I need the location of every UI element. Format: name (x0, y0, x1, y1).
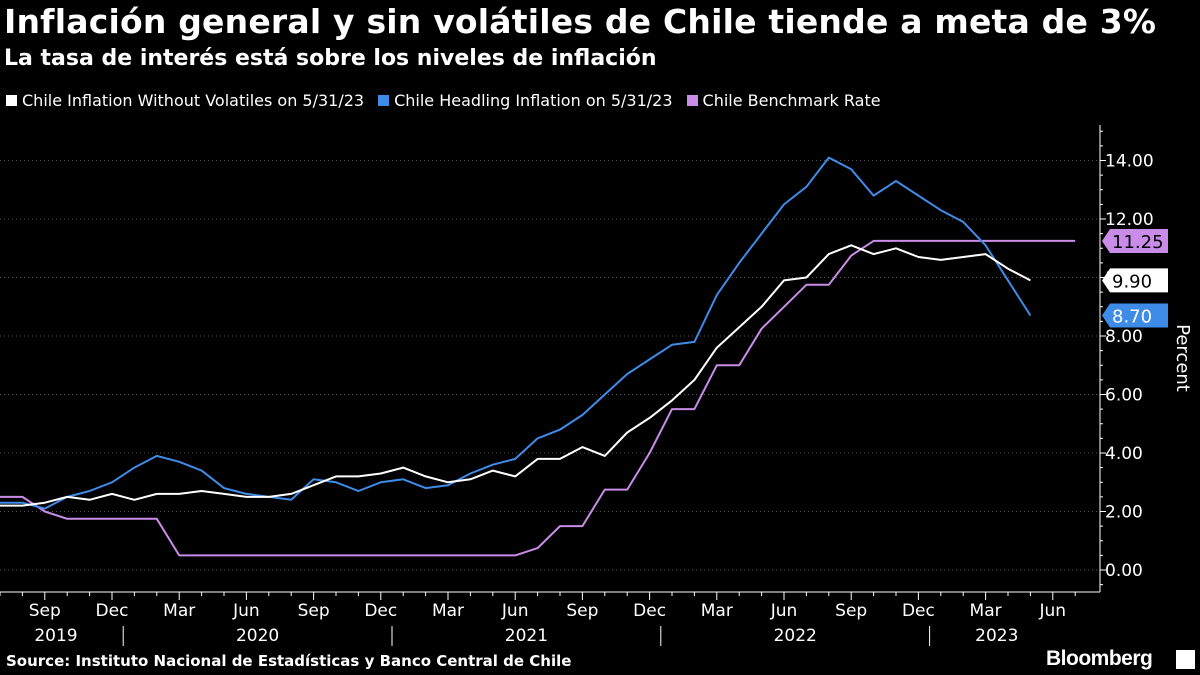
legend-label-core: Chile Inflation Without Volatiles on 5/3… (22, 91, 365, 110)
last-value-labels: 9.90 8.70 11.25 (1102, 228, 1168, 328)
x-tick-label: Mar (163, 601, 195, 621)
chart-title: Inflación general y sin volátiles de Chi… (4, 2, 1157, 41)
legend-label-rate: Chile Benchmark Rate (702, 91, 881, 110)
x-tick-label: Dec (364, 601, 397, 621)
x-tick-label: Sep (29, 601, 61, 621)
x-tick-label: Mar (432, 601, 464, 621)
bloomberg-logo: Bloomberg (1046, 647, 1153, 670)
x-tick-label: Dec (633, 601, 666, 621)
x-tick-label: Sep (566, 601, 598, 621)
y-tick-label: 14.00 (1105, 152, 1154, 172)
last-value-label-2: 11.25 (1112, 232, 1164, 253)
x-year-label: 2021 (505, 626, 548, 646)
legend-label-headline: Chile Headling Inflation on 5/31/23 (394, 91, 673, 110)
x-tick-label: Jun (232, 601, 260, 621)
last-value-tag-2 (1102, 228, 1168, 253)
legend: Chile Inflation Without Volatiles on 5/3… (6, 91, 881, 110)
last-value-tag-1 (1102, 303, 1168, 328)
y-tick-label: 2.00 (1105, 503, 1143, 523)
chart-subtitle: La tasa de interés está sobre los nivele… (4, 46, 657, 71)
series-lines (0, 156, 1076, 557)
series-line-1 (0, 156, 1032, 510)
x-tick-label: Jun (770, 601, 798, 621)
legend-swatch-core (6, 95, 17, 106)
x-tick-label: Dec (902, 601, 935, 621)
x-tick-label: Jun (501, 601, 529, 621)
x-tick-label: Sep (298, 601, 330, 621)
x-tick-label: Jun (1039, 601, 1067, 621)
x-tick-label: Mar (701, 601, 733, 621)
y-tick-label: 12.00 (1105, 210, 1154, 230)
x-axis: Sep Dec Mar Jun Sep Dec Mar Jun Sep Dec Mar Jun Sep D… (0, 591, 1100, 646)
legend-swatch-headline (378, 95, 390, 106)
x-tick-label: Mar (970, 601, 1002, 621)
last-value-label-0: 9.90 (1112, 271, 1152, 292)
source-note: Source: Instituto Nacional de Estadístic… (6, 652, 572, 670)
y-tick-label: 6.00 (1105, 386, 1143, 406)
x-year-label: 2019 (34, 626, 77, 646)
series-line-0 (0, 244, 1031, 507)
y-tick-label: 0.00 (1105, 561, 1143, 581)
bloomberg-chart-icon (1176, 650, 1195, 669)
legend-item-core-inflation: Chile Inflation Without Volatiles on 5/3… (6, 91, 364, 110)
y-axis-label: Percent (1172, 324, 1193, 392)
last-value-tag-0 (1102, 268, 1168, 293)
x-year-label: 2023 (975, 626, 1018, 646)
y-tick-label: 8.00 (1105, 327, 1143, 347)
x-tick-label: Dec (96, 601, 129, 621)
x-year-label: 2022 (774, 626, 817, 646)
gridlines (0, 160, 1100, 571)
legend-item-benchmark-rate: Chile Benchmark Rate (686, 91, 881, 110)
legend-swatch-rate (686, 95, 698, 106)
x-tick-label: Sep (835, 601, 867, 621)
series-line-2 (0, 239, 1076, 557)
y-tick-label: 4.00 (1105, 444, 1143, 464)
legend-item-headline-inflation: Chile Headling Inflation on 5/31/23 (378, 91, 673, 110)
x-year-label: 2020 (236, 626, 279, 646)
last-value-label-1: 8.70 (1112, 307, 1152, 328)
